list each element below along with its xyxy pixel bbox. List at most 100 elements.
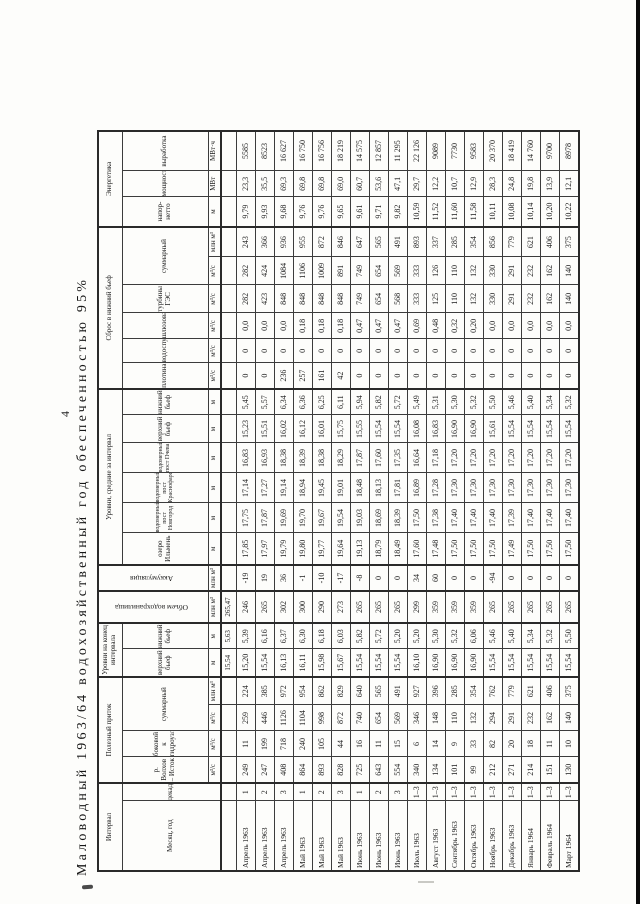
table-cell: 265 — [521, 590, 541, 623]
table-cell: 354 — [464, 676, 484, 705]
table-cell: 7730 — [445, 130, 465, 171]
table-cell: 0,48 — [426, 312, 446, 339]
table-cell: 16,12 — [293, 414, 313, 443]
table-cell: 162 — [540, 256, 560, 285]
table-cell: 0,18 — [331, 312, 351, 339]
table-cell: 17,40 — [464, 502, 484, 533]
table-cell: 15,54 — [388, 414, 408, 443]
table-cell: 9,82 — [388, 196, 408, 227]
table-cell: 18,38 — [312, 442, 332, 473]
table-cell: 0 — [388, 362, 408, 389]
table-cell: 16,90 — [426, 648, 446, 677]
table-cell: 16,83 — [236, 442, 256, 473]
table-cell: 0 — [521, 564, 541, 591]
table-cell: 0 — [540, 338, 560, 363]
table-cell: 17,50 — [445, 532, 465, 565]
table-cell: 60 — [426, 564, 446, 591]
table-cell: 423 — [255, 284, 275, 313]
table-cell: 11 295 — [388, 130, 408, 171]
table-cell: Июль 1963 — [407, 801, 427, 871]
table-cell: 6,03 — [331, 622, 351, 649]
table-cell: 265 — [255, 590, 275, 623]
table-cell — [221, 502, 237, 533]
unit-cell: м — [208, 502, 221, 533]
table-row: Февраль 1964 1–3 151 11 162 406 15,54 5,32 265 0 1… — [540, 130, 560, 871]
table-cell: 1–3 — [559, 783, 579, 801]
table-cell: 291 — [502, 705, 522, 731]
table-cell: 36 — [274, 564, 294, 591]
table-cell: -1 — [293, 564, 313, 591]
table-cell: 69,8 — [293, 170, 313, 197]
table-cell: 265 — [350, 590, 370, 623]
table-cell: 1009 — [312, 256, 332, 285]
table-cell: 340 — [407, 757, 427, 783]
table-cell: 3 — [331, 783, 351, 801]
table-cell: 17,30 — [502, 472, 522, 503]
table-cell: 9700 — [540, 130, 560, 171]
table-cell: 17,30 — [521, 472, 541, 503]
table-cell: 779 — [502, 676, 522, 705]
unit-cell: м — [208, 442, 221, 473]
table-cell: 162 — [540, 705, 560, 731]
table-cell: 15,54 — [255, 648, 275, 677]
table-cell: 19,69 — [274, 502, 294, 533]
table-cell: 0,69 — [407, 312, 427, 339]
table-cell — [221, 532, 237, 565]
table-cell: 47,1 — [388, 170, 408, 197]
table-cell: 848 — [312, 284, 332, 313]
table-cell: 893 — [312, 757, 332, 783]
table-cell: 290 — [312, 590, 332, 623]
table-cell: 5,46 — [483, 622, 503, 649]
table-cell: 15,54 — [559, 414, 579, 443]
table-cell: 19,67 — [312, 502, 332, 533]
table-cell: 998 — [312, 705, 332, 731]
table-cell: 2 — [369, 783, 389, 801]
table-cell: 15,54 — [502, 648, 522, 677]
group-header-row: Интервал Полезный приток Уровни на конец… — [98, 130, 208, 871]
table-cell: 848 — [331, 284, 351, 313]
table-cell: 0 — [483, 338, 503, 363]
unit-cell: МВт — [208, 170, 221, 197]
unit-cell: м — [208, 388, 221, 415]
table-cell — [221, 338, 237, 363]
table-cell: 15,54 — [369, 648, 389, 677]
table-cell: 406 — [540, 226, 560, 257]
table-cell: 5585 — [236, 130, 256, 171]
table-cell: Сентябрь 1963 — [445, 801, 465, 871]
table-cell — [221, 801, 237, 871]
units-row: м³/с м³/с м³/с млн м³ м м млн м³ млн м³ м м м м м м м³… — [208, 130, 221, 871]
table-cell: 5,63 — [221, 622, 237, 649]
table-cell: 15,54 — [483, 648, 503, 677]
table-cell: 893 — [407, 226, 427, 257]
table-cell: 23,3 — [236, 170, 256, 197]
table-cell: 15,54 — [502, 414, 522, 443]
table-cell: 15,54 — [221, 648, 237, 677]
table-cell: 406 — [540, 676, 560, 705]
table-cell: 11,52 — [426, 196, 446, 227]
table-cell: 18 419 — [502, 130, 522, 171]
table-cell: 148 — [426, 705, 446, 731]
table-cell: 749 — [350, 284, 370, 313]
table-cell: 15 — [388, 731, 408, 757]
table-cell: 17,20 — [483, 442, 503, 473]
table-cell: 0 — [369, 564, 389, 591]
table-cell: 282 — [236, 256, 256, 285]
table-cell: 15,20 — [236, 648, 256, 677]
table-cell: 17,27 — [255, 472, 275, 503]
table-cell: 13,9 — [540, 170, 560, 197]
water-management-table: Интервал Полезный приток Уровни на конец… — [97, 129, 580, 872]
table-cell: 1–3 — [540, 783, 560, 801]
table-row: Июнь 1963 1 725 16 740 640 15,54 5,82 265 -8 19,13… — [350, 130, 370, 871]
table-row: Март 1964 1–3 130 10 140 375 15,54 5,50 265 0 17,5… — [559, 130, 579, 871]
table-cell: 0 — [464, 338, 484, 363]
table-cell: 568 — [388, 284, 408, 313]
table-cell: 5,30 — [426, 622, 446, 649]
table-cell: 110 — [445, 256, 465, 285]
table-cell: 6,16 — [255, 622, 275, 649]
table-cell: 19,03 — [350, 502, 370, 533]
table-cell: 640 — [350, 676, 370, 705]
table-cell: 14 760 — [521, 130, 541, 171]
initial-state-row: 15,54 5,63 265,47 — [221, 130, 237, 871]
col-header-post-pcheva: водомерный пост Пчева — [122, 442, 208, 473]
table-cell: 647 — [350, 226, 370, 257]
